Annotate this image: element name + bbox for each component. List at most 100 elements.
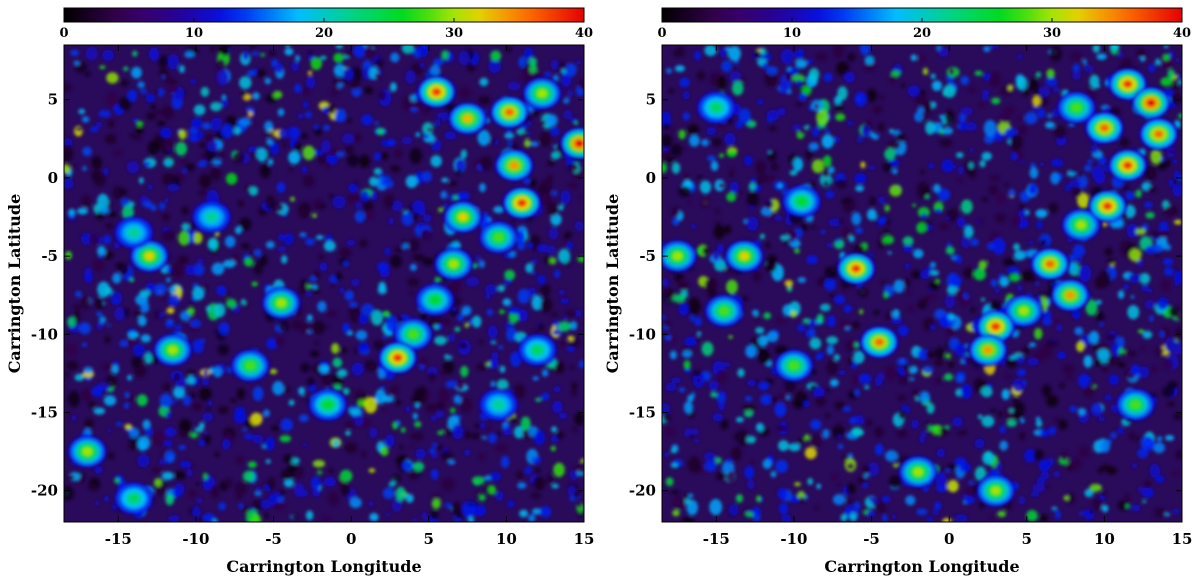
texture-blob	[1165, 435, 1175, 441]
texture-blob	[435, 410, 444, 418]
texture-blob	[119, 339, 130, 347]
texture-blob	[87, 484, 98, 491]
texture-blob	[173, 386, 186, 399]
texture-blob	[907, 85, 920, 97]
hotspot	[851, 264, 861, 273]
texture-blob	[1149, 315, 1154, 322]
texture-blob	[1074, 327, 1084, 336]
texture-blob	[329, 468, 334, 474]
texture-blob	[233, 126, 241, 136]
texture-blob	[1162, 258, 1174, 266]
texture-blob	[1163, 45, 1169, 49]
texture-blob	[210, 121, 221, 132]
texture-blob	[939, 138, 953, 148]
texture-blob	[106, 250, 111, 257]
texture-blob	[438, 388, 450, 404]
texture-blob	[218, 321, 230, 336]
texture-blob	[816, 110, 829, 125]
texture-blob	[307, 330, 312, 334]
texture-blob	[684, 336, 697, 347]
texture-blob	[206, 407, 211, 411]
texture-blob	[1068, 122, 1075, 127]
texture-blob	[182, 168, 188, 173]
texture-blob	[974, 466, 987, 482]
texture-blob	[330, 281, 336, 287]
texture-blob	[251, 281, 258, 287]
hotspot	[431, 87, 442, 96]
texture-blob	[140, 301, 150, 313]
y-tick-label: -20	[629, 482, 656, 500]
texture-blob	[1122, 284, 1130, 290]
hotspot	[532, 346, 543, 354]
texture-blob	[683, 498, 691, 505]
texture-blob	[707, 287, 717, 298]
texture-blob	[123, 402, 130, 409]
texture-blob	[332, 195, 346, 209]
texture-blob	[345, 145, 354, 155]
texture-blob	[921, 297, 930, 303]
texture-blob	[887, 140, 901, 150]
colorbar-tick-label: 10	[185, 26, 203, 41]
texture-blob	[710, 161, 719, 171]
texture-blob	[751, 177, 756, 183]
texture-blob	[572, 426, 578, 432]
hotspot	[1146, 98, 1156, 107]
texture-blob	[316, 470, 323, 475]
texture-blob	[278, 320, 290, 332]
texture-blob	[246, 70, 256, 77]
texture-blob	[664, 334, 672, 340]
texture-blob	[331, 343, 340, 354]
texture-blob	[192, 263, 205, 276]
texture-blob	[563, 97, 570, 104]
texture-blob	[459, 397, 472, 413]
texture-blob	[1155, 475, 1165, 483]
texture-blob	[265, 241, 275, 249]
texture-blob	[469, 507, 475, 514]
texture-blob	[967, 86, 977, 94]
texture-blob	[1028, 81, 1040, 92]
texture-blob	[1173, 412, 1182, 420]
texture-blob	[171, 261, 185, 278]
texture-blob	[1172, 471, 1179, 476]
texture-blob	[1097, 156, 1107, 166]
texture-blob	[821, 169, 830, 178]
texture-blob	[1117, 362, 1126, 368]
texture-blob	[301, 166, 307, 173]
texture-blob	[332, 373, 342, 387]
texture-blob	[1039, 514, 1049, 522]
texture-blob	[810, 433, 823, 448]
hotspot	[493, 400, 504, 409]
texture-blob	[930, 269, 940, 276]
texture-blob	[709, 498, 723, 516]
texture-blob	[265, 195, 276, 209]
texture-blob	[944, 294, 955, 309]
texture-blob	[1017, 54, 1022, 59]
texture-blob	[260, 53, 265, 57]
texture-blob	[250, 45, 256, 49]
texture-blob	[671, 489, 680, 495]
texture-blob	[797, 324, 805, 332]
texture-blob	[1057, 324, 1062, 331]
texture-blob	[851, 427, 863, 436]
texture-blob	[272, 381, 285, 396]
texture-blob	[140, 334, 151, 343]
texture-blob	[248, 146, 260, 154]
x-tick-label: 0	[944, 530, 954, 548]
texture-blob	[284, 48, 294, 56]
texture-blob	[816, 313, 824, 323]
plot-frame	[661, 44, 1183, 523]
texture-blob	[1040, 239, 1047, 247]
texture-blob	[792, 124, 802, 131]
texture-blob	[408, 238, 420, 253]
texture-blob	[1173, 170, 1181, 179]
texture-blob	[332, 357, 343, 368]
texture-blob	[84, 267, 92, 277]
texture-blob	[382, 310, 391, 317]
texture-blob	[947, 208, 958, 222]
texture-blob	[552, 400, 563, 413]
texture-blob	[103, 495, 110, 502]
texture-blob	[689, 314, 695, 322]
texture-blob	[1002, 257, 1016, 267]
texture-blob	[281, 255, 288, 264]
texture-blob	[294, 83, 302, 93]
